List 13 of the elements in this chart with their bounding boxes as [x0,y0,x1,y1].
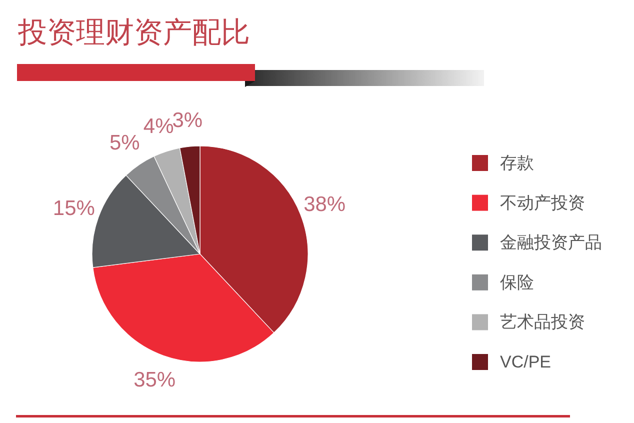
legend-label: 存款 [500,154,534,172]
legend-label: 金融投资产品 [500,233,602,252]
chart-title: 投资理财资产配比 [17,17,250,49]
data-label: 3% [172,109,203,132]
data-label: 15% [52,197,95,220]
data-label: 35% [134,368,176,392]
data-label: 38% [304,193,346,216]
data-label: 4% [143,115,174,138]
legend-label: 艺术品投资 [500,312,585,332]
data-label: 5% [110,132,140,155]
legend-label: 不动产投资 [500,193,585,212]
legend-label: 保险 [500,272,534,292]
legend-label: VC/PE [500,352,552,372]
